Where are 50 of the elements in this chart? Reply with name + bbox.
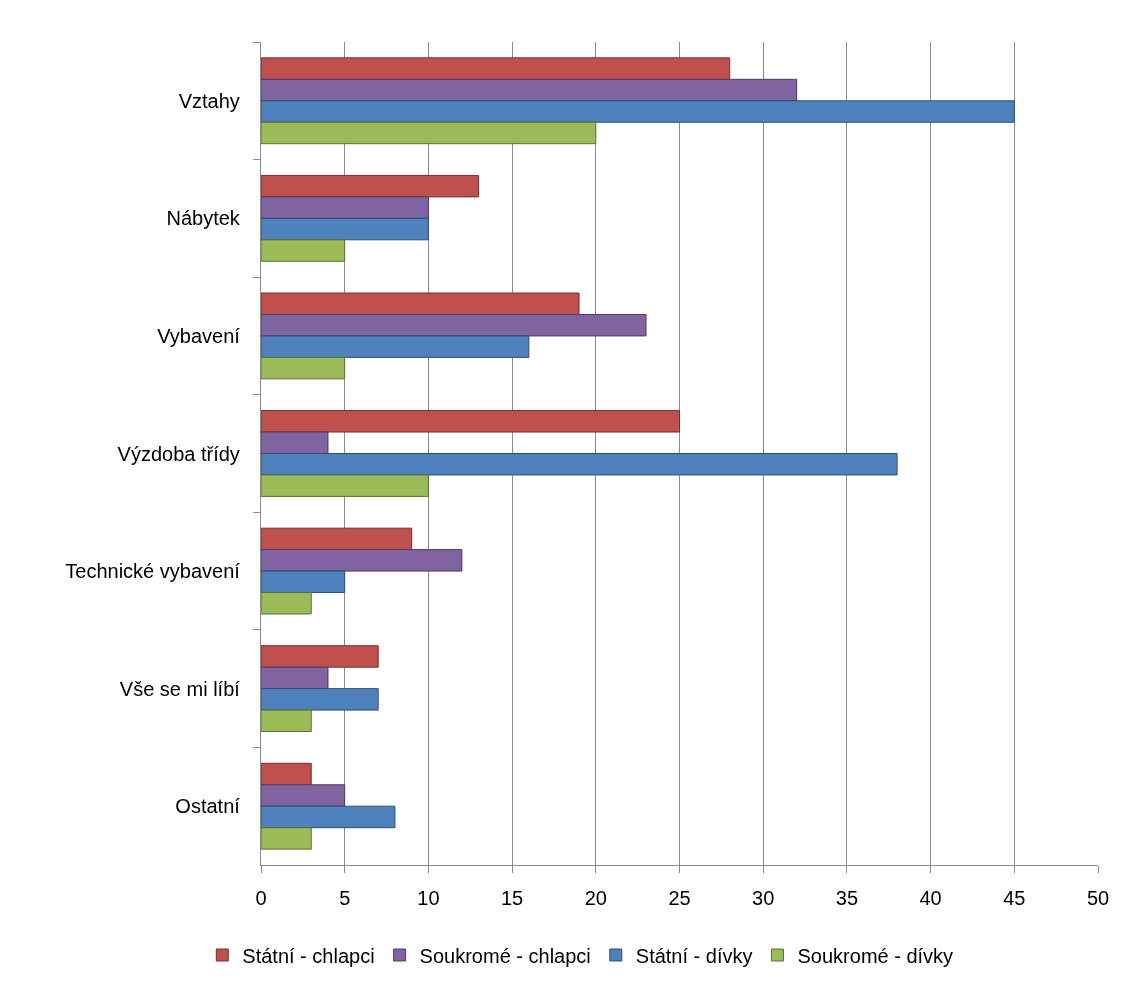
bar — [261, 313, 647, 337]
bar — [261, 549, 463, 572]
bar — [261, 292, 580, 315]
bar — [261, 709, 312, 733]
x-tick-label: 5 — [339, 887, 351, 910]
bar — [261, 827, 312, 850]
y-tick-label: Vše se mi líbí — [119, 677, 241, 700]
y-tick-label: Nábytek — [166, 207, 241, 230]
bar — [261, 784, 346, 807]
bar — [261, 570, 346, 594]
bar — [261, 431, 329, 454]
bar — [261, 100, 1015, 123]
x-tick-label: 0 — [255, 887, 267, 910]
legend-label: Soukromé - dívky — [797, 944, 954, 967]
bar — [261, 121, 597, 145]
x-tick-label: 35 — [835, 887, 859, 910]
y-tick-label: Vztahy — [178, 89, 240, 112]
y-tick-label: Výzdoba třídy — [117, 442, 240, 465]
x-tick-label: 25 — [668, 887, 691, 910]
bar — [261, 474, 429, 497]
bar — [261, 174, 480, 198]
bar — [261, 762, 312, 786]
bar — [261, 78, 798, 102]
bar — [261, 666, 329, 690]
bar — [261, 239, 346, 262]
bar — [261, 592, 312, 615]
x-tick-label: 40 — [919, 887, 942, 910]
bar — [261, 217, 429, 241]
legend-label: Soukromé - chlapci — [419, 944, 591, 967]
bar — [261, 453, 898, 476]
x-tick-label: 50 — [1086, 887, 1110, 910]
bar — [261, 805, 396, 829]
bar — [261, 527, 413, 551]
x-tick-label: 15 — [500, 887, 524, 910]
bar — [261, 688, 379, 711]
y-tick-label: Ostatní — [175, 795, 241, 818]
legend-label: Státní - chlapci — [242, 944, 375, 967]
y-tick-label: Technické vybavení — [65, 560, 241, 583]
bar — [261, 57, 731, 80]
x-tick-label: 45 — [1003, 887, 1026, 910]
bar — [261, 645, 379, 668]
legend-label: Státní - dívky — [635, 944, 753, 967]
bar — [261, 196, 429, 219]
bar — [261, 410, 680, 433]
bar — [261, 356, 346, 380]
x-tick-label: 20 — [584, 887, 607, 910]
x-tick-label: 10 — [417, 887, 440, 910]
bar — [261, 335, 530, 358]
x-tick-label: 30 — [752, 887, 775, 910]
y-tick-label: Vybavení — [157, 324, 241, 347]
